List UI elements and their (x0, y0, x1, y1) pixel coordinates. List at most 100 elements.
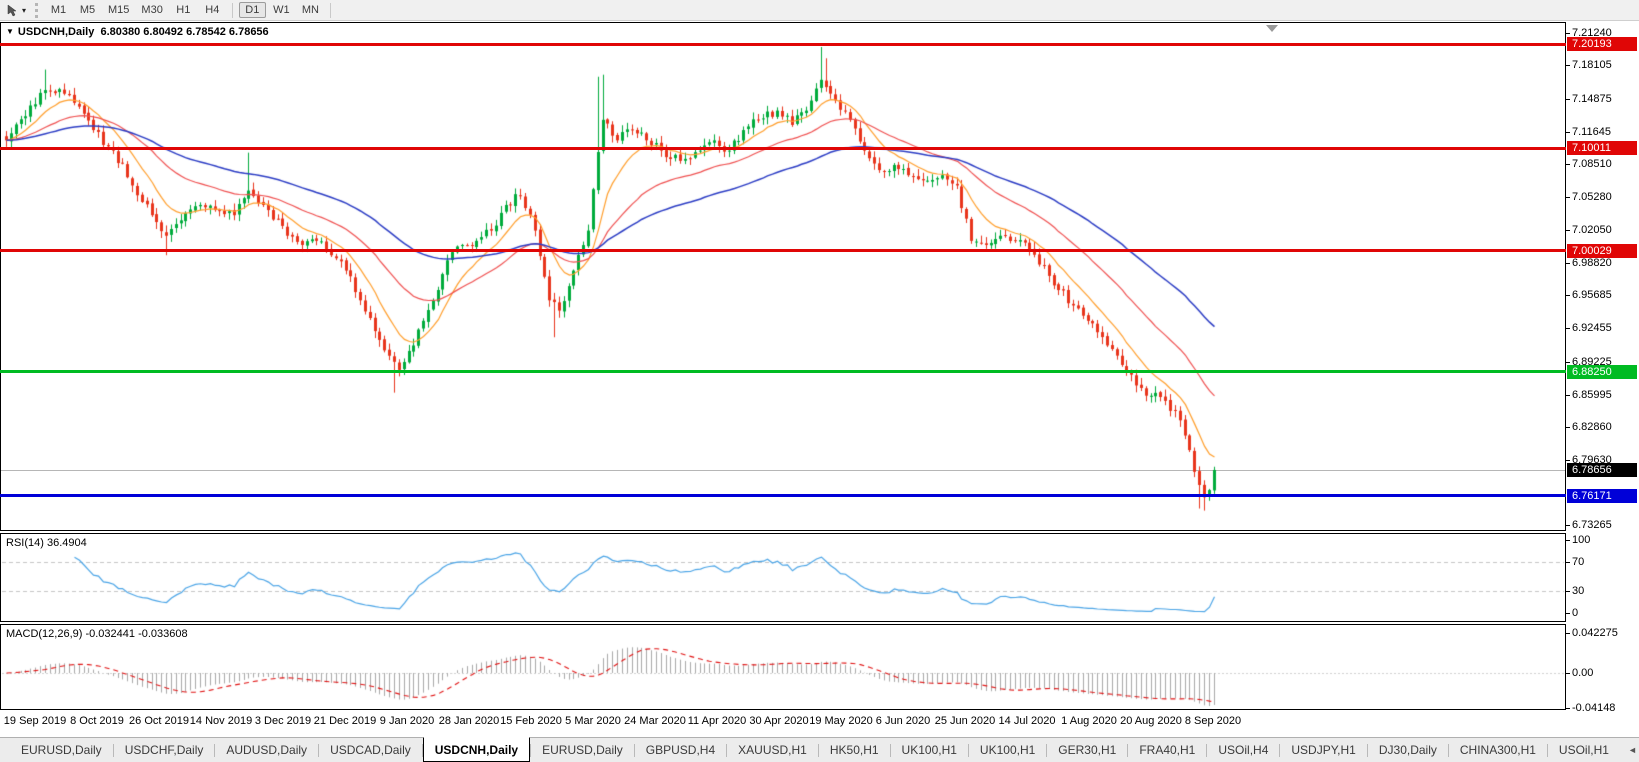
tab-USOil-H1[interactable]: USOil,H1 (1558, 743, 1609, 757)
price-tick-label: 6.92455 (1572, 322, 1612, 334)
current-price-badge: 6.78656 (1567, 463, 1637, 477)
tab-USDJPY-H1[interactable]: USDJPY,H1 (1291, 743, 1356, 757)
tab-UK100-H1[interactable]: UK100,H1 (979, 743, 1036, 757)
tab-EURUSD-Daily[interactable]: EURUSD,Daily (542, 743, 623, 757)
level-line-7.10011[interactable] (0, 147, 1566, 150)
date-label: 28 Jan 2020 (438, 715, 500, 727)
date-label: 19 Sep 2019 (3, 715, 67, 727)
chart-tabbar: EURUSD,Daily USDCHF,Daily AUDUSD,Daily USDC… (0, 737, 1639, 762)
date-label: 14 Jul 2020 (998, 715, 1056, 727)
crosshair-tool-button[interactable]: ▾ (2, 2, 30, 19)
date-label: 14 Nov 2019 (189, 715, 253, 727)
tab-GBPUSD-H4[interactable]: GBPUSD,H4 (645, 743, 716, 757)
price-tick-mark (1566, 362, 1570, 363)
timeframe-button-D1[interactable]: D1 (238, 2, 266, 18)
date-label: 25 Jun 2020 (934, 715, 996, 727)
tab-scroll-left-icon[interactable]: ◄ (1627, 745, 1637, 755)
tab-separator (214, 743, 216, 757)
chart-tabs: EURUSD,Daily USDCHF,Daily AUDUSD,Daily USDC… (10, 737, 1620, 762)
price-tick-label: 7.05280 (1572, 191, 1612, 203)
tab-separator (1366, 743, 1368, 757)
tab-separator (1546, 743, 1548, 757)
tab-separator (1279, 743, 1281, 757)
time-axis[interactable]: 19 Sep 2019 8 Oct 2019 26 Oct 2019 14 Nov 2… (0, 712, 1566, 736)
date-label: 20 Aug 2020 (1120, 715, 1182, 727)
tab-separator (889, 743, 891, 757)
date-label: 15 Feb 2020 (500, 715, 562, 727)
date-label: 9 Jan 2020 (379, 715, 435, 727)
tab-UK100-H1[interactable]: UK100,H1 (901, 743, 957, 757)
chart-title[interactable]: ▼ USDCNH,Daily 6.80380 6.80492 6.78542 6.… (6, 26, 269, 38)
toolbar-separator (329, 2, 331, 18)
tab-DJ30-Daily[interactable]: DJ30,Daily (1378, 743, 1437, 757)
price-tick-label: 6.85995 (1572, 389, 1612, 401)
rsi-tick-label: 100 (1572, 534, 1591, 546)
date-label: 1 Aug 2020 (1061, 715, 1117, 727)
level-line-7.20193[interactable] (0, 43, 1566, 46)
timeframe-button-H4[interactable]: H4 (205, 4, 220, 16)
price-tick-label: 7.14875 (1572, 93, 1612, 105)
date-label: 21 Dec 2019 (313, 715, 377, 727)
date-label: 24 Mar 2020 (624, 715, 686, 727)
timeframe-button-M30[interactable]: M30 (141, 4, 163, 16)
tab-XAUUSD-H1[interactable]: XAUUSD,H1 (738, 743, 807, 757)
price-tick-mark (1566, 427, 1570, 428)
price-tick-mark (1566, 230, 1570, 231)
price-tick-label: 7.18105 (1572, 59, 1612, 71)
crosshair-tool-icon (7, 4, 17, 16)
macd-canvas[interactable] (1, 625, 1565, 709)
chart-symbol: USDCNH,Daily (17, 26, 95, 38)
price-tick-mark (1566, 197, 1570, 198)
timeframe-button-M5[interactable]: M5 (79, 4, 96, 16)
macd-tick-mark (1566, 673, 1570, 674)
price-chart-canvas[interactable] (1, 23, 1565, 530)
price-badge-7.20193: 7.20193 (1567, 37, 1637, 51)
macd-tick-label: 0.00 (1572, 667, 1594, 679)
price-tick-mark (1566, 132, 1570, 133)
price-badge-6.88250: 6.88250 (1567, 365, 1637, 379)
price-tick-label: 7.11645 (1572, 126, 1611, 138)
price-tick-mark (1566, 525, 1570, 526)
tab-USDCAD-Daily[interactable]: USDCAD,Daily (330, 743, 411, 757)
price-tick-label: 6.95685 (1572, 289, 1612, 301)
chart-ohlc-quotes: 6.80380 6.80492 6.78542 6.78656 (100, 26, 269, 38)
price-tick-label: 7.02050 (1572, 224, 1612, 236)
price-tick-mark (1566, 295, 1570, 296)
date-label: 11 Apr 2020 (687, 715, 747, 727)
tab-CHINA300-H1[interactable]: CHINA300,H1 (1459, 743, 1536, 757)
timeframe-button-M15[interactable]: M15 (108, 4, 130, 16)
chart-dropdown-icon[interactable]: ▼ (6, 27, 14, 36)
level-line-6.76171[interactable] (0, 494, 1566, 497)
timeframe-button-MN[interactable]: MN (301, 4, 319, 16)
tab-AUDUSD-Daily[interactable]: AUDUSD,Daily (226, 743, 308, 757)
scroll-to-end-icon[interactable] (1266, 25, 1278, 32)
date-label: 8 Sep 2020 (1184, 715, 1242, 727)
tab-USDCNH-Daily[interactable]: USDCNH,Daily (422, 737, 531, 762)
rsi-canvas[interactable] (1, 534, 1565, 621)
timeframe-button-M1[interactable]: M1 (50, 4, 67, 16)
tab-HK50-H1[interactable]: HK50,H1 (829, 743, 879, 757)
tab-USOil-H4[interactable]: USOil,H4 (1218, 743, 1269, 757)
timeframe-buttons: M1 M5 M15 M30 H1 H4 D1 W1 MN (44, 2, 336, 18)
timeframe-button-H1[interactable]: H1 (176, 4, 191, 16)
timeframe-button-W1[interactable]: W1 (273, 4, 290, 16)
date-label: 26 Oct 2019 (129, 715, 189, 727)
price-tick-mark (1566, 164, 1570, 165)
tab-FRA40-H1[interactable]: FRA40,H1 (1139, 743, 1196, 757)
level-line-6.88250[interactable] (0, 370, 1566, 373)
price-badge-6.76171: 6.76171 (1567, 489, 1637, 503)
rsi-tick-label: 0 (1572, 607, 1579, 619)
macd-tick-mark (1566, 633, 1570, 634)
toolbar-grip[interactable] (35, 2, 39, 18)
price-tick-label: 7.21240 (1572, 27, 1612, 39)
level-line-7.00029[interactable] (0, 249, 1566, 252)
tab-scroll-arrows: ◄ ► (1620, 738, 1639, 762)
tab-EURUSD-Daily[interactable]: EURUSD,Daily (21, 743, 102, 757)
rsi-tick-mark (1566, 540, 1570, 541)
rsi-tick-mark (1566, 613, 1570, 614)
tab-separator (1127, 743, 1129, 757)
tab-USDCHF-Daily[interactable]: USDCHF,Daily (124, 743, 204, 757)
tab-GER30-H1[interactable]: GER30,H1 (1058, 743, 1117, 757)
tab-separator (112, 743, 114, 757)
price-tick-mark (1566, 395, 1570, 396)
